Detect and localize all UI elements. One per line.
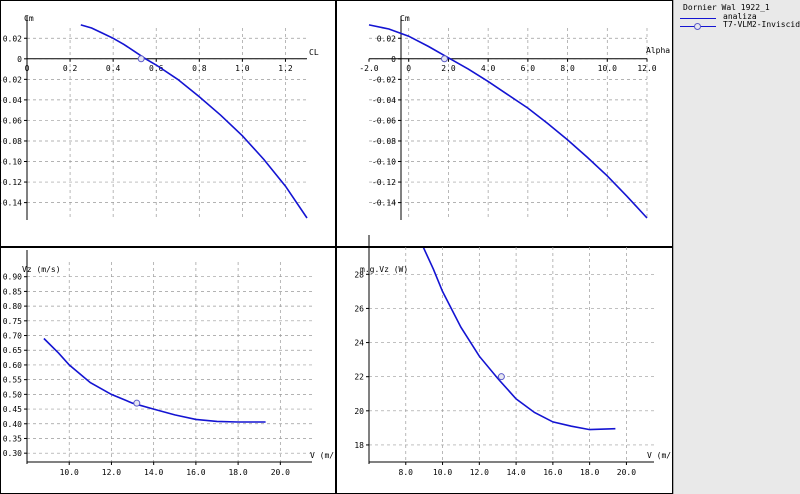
x-tick-label: 1.0	[235, 64, 250, 73]
y-axis-label: Cm	[24, 14, 34, 23]
x-tick-label: 12.0	[102, 468, 121, 477]
x-tick-label: 14.0	[144, 468, 163, 477]
operating-point-marker	[440, 55, 448, 63]
y-tick-label: -0.08	[372, 137, 396, 146]
y-tick-label: 22	[354, 373, 364, 382]
x-axis-label: Alpha	[646, 46, 670, 55]
operating-point-marker	[497, 373, 505, 381]
operating-point-marker	[137, 55, 145, 63]
y-tick-label: -0.10	[372, 158, 396, 167]
y-tick-label: 0.65	[3, 346, 22, 355]
x-tick-label: 12.0	[470, 468, 489, 477]
x-tick-label: 18.0	[228, 468, 247, 477]
x-axis-label: V (m/s)	[647, 451, 673, 460]
x-tick-label: 18.0	[580, 468, 599, 477]
series-line-analiza	[368, 24, 648, 219]
y-tick-label: -0.08	[0, 137, 22, 146]
x-tick-label: 20.0	[617, 468, 636, 477]
x-tick-label: 14.0	[506, 468, 525, 477]
y-tick-label: 0	[17, 55, 22, 64]
y-tick-label: 0.02	[377, 34, 396, 43]
y-tick-label: -0.14	[0, 199, 22, 208]
series-line-analiza	[80, 24, 308, 219]
legend-line-analiza	[680, 18, 716, 19]
y-tick-label: -0.06	[0, 116, 22, 125]
x-tick-label: 0.2	[63, 64, 78, 73]
y-tick-label: -0.12	[0, 178, 22, 187]
x-tick-label: 0	[406, 64, 411, 73]
y-tick-label: 20	[354, 407, 364, 416]
y-tick-label: -0.14	[372, 199, 396, 208]
x-tick-label: 10.0	[60, 468, 79, 477]
x-tick-label: 6.0	[521, 64, 536, 73]
chart-frame	[336, 247, 673, 494]
y-tick-label: 24	[354, 339, 364, 348]
y-axis-label: Vz (m/s)	[22, 265, 61, 274]
y-tick-label: 0.50	[3, 390, 22, 399]
y-tick-label: 0.60	[3, 361, 22, 370]
y-tick-label: 0.90	[3, 273, 22, 282]
legend-label-analiza: analiza	[723, 12, 757, 21]
y-tick-label: 28	[354, 270, 364, 279]
x-tick-label: 16.0	[543, 468, 562, 477]
y-axis-label: Cm	[400, 14, 410, 23]
y-tick-label: 0.55	[3, 376, 22, 385]
chart-cm_vs_cl: 00.20.40.60.81.01.20.020-0.02-0.04-0.06-…	[0, 0, 336, 247]
x-tick-label: 8.0	[560, 64, 575, 73]
x-tick-label: 2.0	[441, 64, 456, 73]
legend-label-t7: T7-VLM2-Inviscid	[723, 20, 800, 29]
x-tick-label: 4.0	[481, 64, 496, 73]
y-tick-label: 0.75	[3, 317, 22, 326]
x-tick-label: 12.0	[637, 64, 656, 73]
x-axis-label: CL	[309, 48, 319, 57]
y-tick-label: 0.02	[3, 34, 22, 43]
x-tick-label: 10.0	[598, 64, 617, 73]
y-tick-label: -0.02	[372, 75, 396, 84]
x-tick-label: 8.0	[399, 468, 414, 477]
operating-point-marker	[133, 399, 141, 407]
y-tick-label: -0.04	[372, 96, 396, 105]
legend-marker-t7	[694, 23, 701, 30]
x-tick-label: 0.4	[106, 64, 121, 73]
y-tick-label: -0.06	[372, 116, 396, 125]
chart-vz_vs_v: 10.0 12.0 14.0 16.0 18.0 20.0 0.90 0.85 0.80 0.75…	[0, 247, 344, 494]
x-tick-label: 16.0	[186, 468, 205, 477]
y-tick-label: -0.02	[0, 75, 22, 84]
x-tick-label: 0.6	[149, 64, 164, 73]
x-tick-label: -2.0	[359, 64, 378, 73]
x-tick-label: 10.0	[433, 468, 452, 477]
y-tick-label: 0.30	[3, 449, 22, 458]
chart-frame	[0, 247, 336, 494]
series-line-analiza	[43, 337, 266, 423]
series-line-analiza	[422, 248, 616, 431]
y-tick-label: -0.10	[0, 158, 22, 167]
plots-canvas: 0 0.2 0.4 0.6 0.8 1.0 1.2 0.02 0 -0.02 -0.04 -0.06 -…	[0, 0, 673, 494]
y-tick-label: -0.12	[372, 178, 396, 187]
y-tick-label: 0.85	[3, 287, 22, 296]
chart-frame	[336, 0, 673, 247]
x-axis-label: V (m/s)	[310, 451, 344, 460]
x-tick-label: 1.2	[278, 64, 293, 73]
y-tick-label: 18	[354, 441, 364, 450]
y-tick-label: 0.40	[3, 420, 22, 429]
y-tick-label: 0.45	[3, 405, 22, 414]
x-tick-label: 0.8	[192, 64, 207, 73]
y-tick-label: 26	[354, 304, 364, 313]
legend-title: Dornier Wal 1922_1	[683, 3, 770, 12]
chart-frame	[0, 0, 336, 247]
chart-cm_vs_alpha: -2.002.04.06.08.010.012.00.020-0.02-0.04…	[336, 0, 673, 247]
y-tick-label: 0.80	[3, 302, 22, 311]
y-axis-label: m.g.Vz (W)	[360, 265, 408, 274]
y-tick-label: 0.35	[3, 434, 22, 443]
y-tick-label: 0.70	[3, 332, 22, 341]
chart-mgvz_vs_v: 8.0 10.0 12.0 14.0 16.0 18.0 20.0 28 26 24 22 20 18 m…	[336, 235, 673, 494]
x-tick-label: 20.0	[271, 468, 290, 477]
y-tick-label: -0.04	[0, 96, 22, 105]
legend-panel: Dornier Wal 1922_1 analiza T7-VLM2-Invis…	[673, 0, 800, 494]
